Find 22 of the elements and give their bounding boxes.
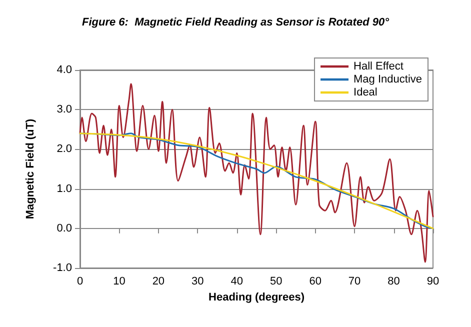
x-tick-label: 80 [388,276,400,288]
x-tick-label: 60 [309,276,322,288]
x-tick-label: 30 [192,276,204,288]
y-tick-label: 0.0 [56,222,72,234]
y-tick-label: -1.0 [53,262,72,274]
x-tick-label: 90 [426,276,440,288]
x-tick-label: 40 [230,276,244,288]
legend-label: Ideal [354,86,378,98]
x-tick-label: 0 [76,276,84,288]
x-tick-label: 70 [348,276,361,288]
chart-title: Figure 6: Magnetic Field Reading as Sensor is Rotated 90° [82,16,390,28]
legend-label: Hall Effect [354,60,404,72]
y-tick-label: 4.0 [56,64,72,76]
x-tick-label: 10 [113,276,126,288]
y-tick-label: 3.0 [56,104,72,116]
y-tick-label: 2.0 [56,143,72,156]
x-tick-label: 20 [152,276,165,288]
x-axis-title: Heading (degrees) [208,292,305,304]
y-tick-label: 1.0 [56,182,72,195]
legend-label: Mag Inductive [354,74,422,86]
y-axis-title: Magnetic Field (uT) [24,118,36,220]
x-tick-label: 50 [270,276,282,288]
